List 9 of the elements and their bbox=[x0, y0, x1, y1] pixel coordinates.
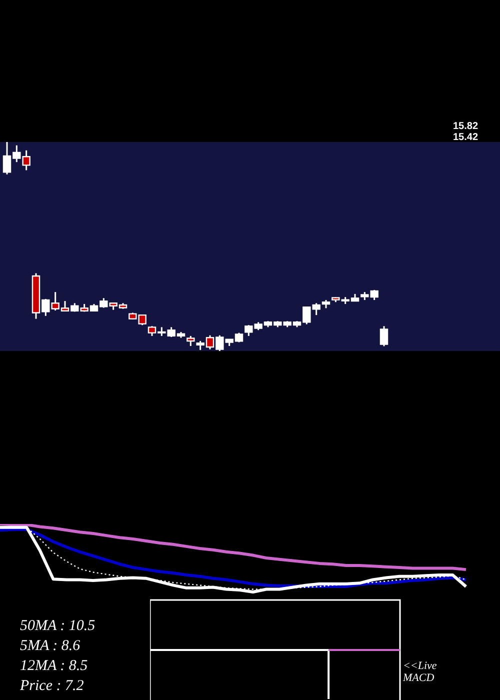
text: 5MA : 8.6 bbox=[20, 638, 81, 654]
text: <<Live MACD bbox=[402, 660, 437, 684]
text: 15.42 bbox=[453, 132, 478, 143]
candlestick bbox=[380, 325, 388, 347]
text: 15.82 bbox=[453, 121, 478, 132]
text: Price : 7.2 bbox=[19, 678, 84, 694]
text: 50MA : 10.5 bbox=[20, 618, 96, 634]
candlestick bbox=[186, 335, 195, 347]
text: 12MA : 8.5 bbox=[20, 658, 88, 674]
